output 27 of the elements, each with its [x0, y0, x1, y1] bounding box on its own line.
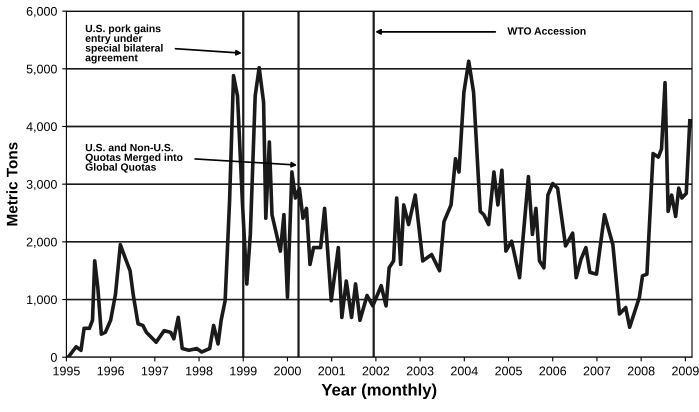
x-tick-label: 1995 [53, 366, 80, 376]
x-tick-label: 1998 [186, 366, 212, 376]
x-tick-label: 2007 [584, 366, 610, 376]
y-tick-label: 5,000 [26, 64, 57, 75]
y-axis-title: Metric Tons [6, 142, 18, 226]
x-tick-label: 2004 [451, 366, 478, 376]
x-tick-label: 1999 [230, 366, 257, 376]
y-tick-label: 3,000 [26, 180, 57, 190]
x-tick-label: 2008 [628, 366, 655, 376]
annotation: U.S. pork gains entry under special bilateral agreement [85, 24, 163, 64]
y-tick-label: 1,000 [27, 295, 57, 306]
x-tick-label: 2006 [539, 366, 566, 376]
x-tick-label: 1996 [98, 366, 124, 376]
annotation: WTO Accession [507, 27, 586, 35]
x-axis-title: Year (monthly) [322, 383, 436, 399]
x-tick-label: 2005 [495, 366, 522, 376]
y-tick-label: 2,000 [26, 238, 57, 248]
x-tick-label: 2003 [406, 366, 434, 376]
y-tick-label: 4,000 [26, 122, 57, 133]
annotation: U.S. and Non-U.S. Quotas Merged into Global Quotas [86, 144, 183, 173]
x-tick-label: 2001 [318, 366, 345, 376]
x-tick-label: 2002 [362, 366, 390, 376]
y-tick-label: 0 [50, 353, 57, 362]
x-tick-label: 2009 [672, 366, 699, 376]
x-tick-label: 1997 [142, 366, 168, 376]
y-tick-label: 6,000 [26, 6, 57, 18]
x-tick-label: 2000 [274, 366, 301, 376]
